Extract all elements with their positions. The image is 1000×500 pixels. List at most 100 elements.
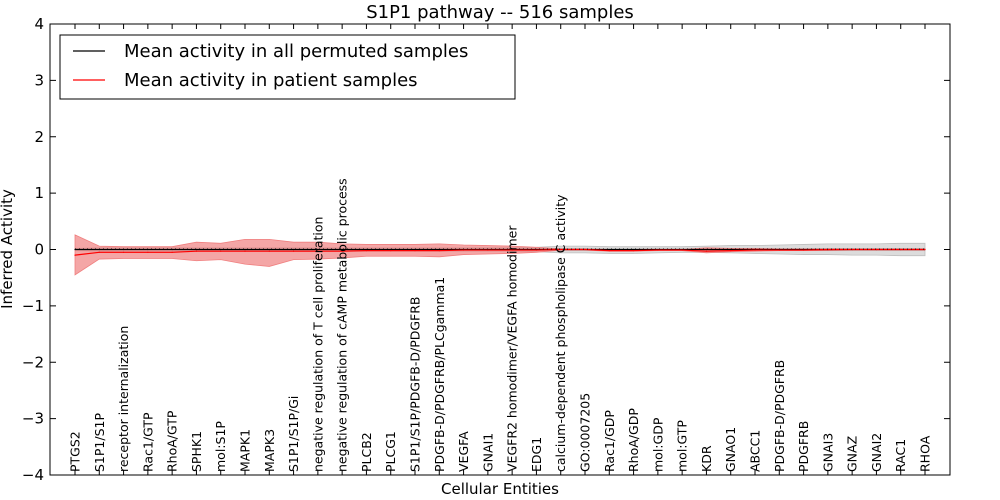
data-point-permuted [705, 248, 708, 251]
data-point-permuted [244, 248, 246, 251]
data-point-patient [220, 250, 222, 252]
y-tick-label: 0 [34, 241, 44, 259]
category-label: PDGFB-D/PDGFRB [772, 360, 787, 472]
data-point-patient [487, 249, 489, 251]
category-label: receptor internalization [116, 326, 131, 472]
x-axis-title: Cellular Entities [441, 480, 559, 498]
category-label: KDR [699, 445, 714, 472]
data-point-patient [244, 250, 246, 252]
y-tick-label: −4 [22, 466, 44, 484]
category-label: MAPK1 [238, 429, 253, 472]
category-label: PLCB2 [359, 432, 374, 472]
data-point-patient [171, 251, 173, 253]
y-tick-label: 4 [34, 15, 44, 33]
category-label: GNAZ [845, 436, 860, 472]
category-label: GO:0007205 [578, 393, 593, 472]
y-axis-title: Inferred Activity [0, 189, 16, 309]
data-point-patient [584, 248, 586, 251]
category-label: RhoA/GTP [165, 410, 180, 472]
data-point-patient [511, 249, 513, 251]
category-label: Rac1/GDP [602, 410, 617, 472]
y-tick-label: 1 [34, 184, 44, 202]
data-point-permuted [195, 248, 198, 251]
y-tick-label: −2 [22, 353, 44, 371]
data-point-patient [632, 250, 635, 252]
data-point-patient [195, 250, 198, 252]
data-point-permuted [220, 248, 222, 251]
data-point-permuted [365, 248, 368, 251]
category-label: PDGFRB [796, 421, 811, 472]
legend: Mean activity in all permuted samples Me… [59, 34, 516, 100]
y-tick-label: 2 [34, 128, 44, 146]
data-point-permuted [632, 248, 635, 251]
data-point-patient [390, 250, 392, 252]
data-point-patient [414, 250, 416, 252]
category-label: RHOA [918, 435, 933, 472]
plot-frame [49, 23, 951, 476]
y-tick-label: −3 [22, 410, 44, 428]
category-label: VEGFR2 homodimer/VEGFA homodimer [505, 225, 520, 472]
data-point-patient [147, 251, 149, 253]
data-point-patient [535, 249, 538, 251]
category-label: PTGS2 [68, 431, 83, 472]
data-point-patient [74, 254, 76, 256]
y-tick-label: −1 [22, 297, 44, 315]
data-point-patient [560, 248, 562, 251]
data-point-patient [657, 249, 659, 251]
data-point-patient [292, 250, 295, 252]
data-point-patient [754, 249, 756, 251]
confidence-bands [74, 234, 926, 276]
category-label: GNAO1 [723, 427, 738, 472]
category-label: RhoA/GDP [626, 408, 641, 472]
legend-label-permuted: Mean activity in all permuted samples [124, 41, 468, 62]
data-point-patient [462, 249, 465, 251]
category-label: negative regulation of cAMP metabolic pr… [335, 178, 350, 472]
category-label: mol:GDP [650, 417, 665, 472]
data-point-patient [365, 250, 368, 252]
category-label: GNAI1 [480, 433, 495, 472]
category-label: ABCC1 [748, 430, 763, 472]
data-point-permuted [608, 248, 610, 251]
data-point-patient [122, 251, 125, 253]
category-label: negative regulation of T cell proliferat… [310, 217, 325, 472]
category-label: calcium-dependent phospholipase C activi… [553, 194, 568, 472]
data-point-patient [924, 248, 926, 251]
chart-title: S1P1 pathway -- 516 samples [366, 2, 634, 23]
data-point-patient [778, 249, 780, 251]
data-point-patient [705, 250, 708, 252]
data-point-patient [608, 250, 610, 252]
category-label: RAC1 [893, 439, 908, 472]
legend-label-patient: Mean activity in patient samples [124, 70, 418, 91]
band-patient [74, 234, 926, 276]
category-labels: PTGS2 S1P1/S1P receptor internalization Rac… [68, 178, 933, 472]
category-label: EDG1 [529, 437, 544, 472]
data-point-patient [802, 249, 805, 251]
data-point-permuted [268, 248, 270, 251]
legend-box [59, 34, 516, 100]
data-point-patient [438, 250, 440, 252]
data-point-patient [730, 250, 732, 252]
category-label: mol:S1P [213, 421, 228, 472]
category-label: VEGFA [456, 431, 471, 472]
data-point-patient [341, 250, 343, 252]
category-label: GNAI3 [820, 433, 835, 472]
data-point-patient [681, 249, 683, 251]
series-line-patient [74, 248, 925, 256]
category-label: PLCG1 [383, 431, 398, 472]
category-label: PDGFB-D/PDGFRB/PLCgamma1 [432, 277, 447, 472]
data-point-permuted [341, 248, 343, 251]
data-point-permuted [292, 248, 295, 251]
data-point-patient [900, 248, 902, 251]
category-label: S1P1/S1P/Gi [286, 396, 301, 472]
category-label: MAPK3 [262, 429, 277, 472]
data-point-patient [875, 248, 878, 251]
y-tick-label: 3 [34, 71, 44, 89]
data-point-patient [268, 250, 270, 252]
category-label: Rac1/GTP [140, 412, 155, 472]
category-label: S1P1/S1P [92, 413, 107, 472]
category-label: SPHK1 [189, 431, 204, 472]
data-point-patient [317, 250, 319, 252]
data-point-permuted [317, 248, 319, 251]
